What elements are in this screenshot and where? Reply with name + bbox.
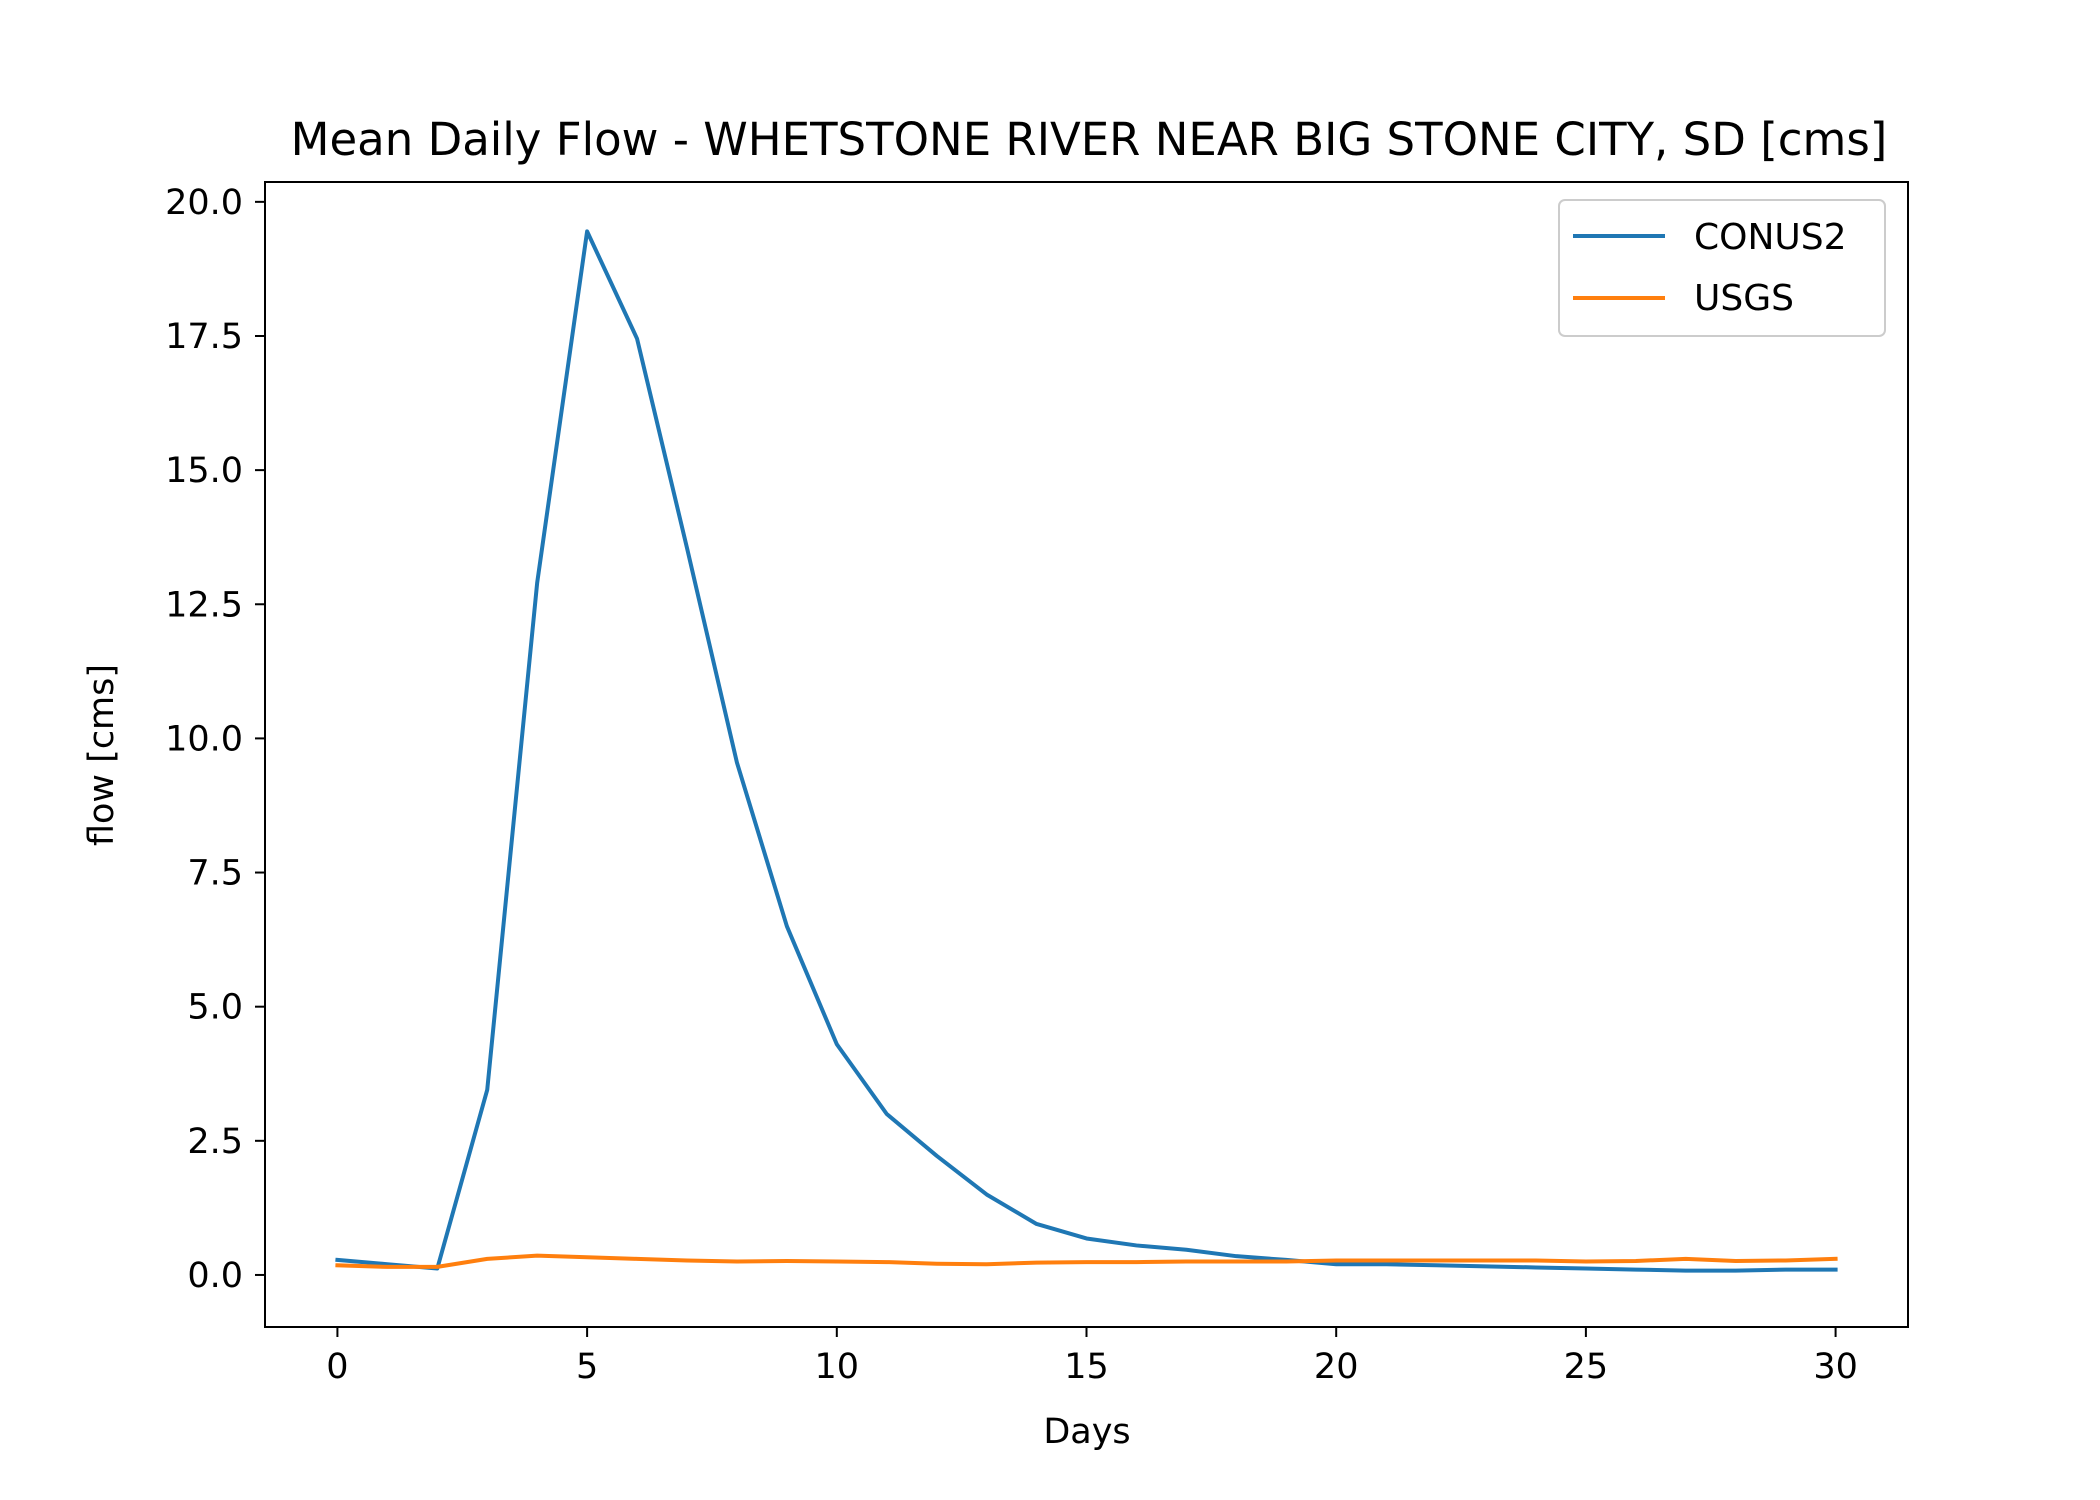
data-point-usgs-7 (685, 1258, 689, 1262)
data-point-conus2-23 (1484, 1264, 1488, 1268)
data-point-usgs-6 (635, 1257, 639, 1261)
data-point-usgs-22 (1434, 1258, 1438, 1262)
data-point-conus2-3 (485, 1088, 489, 1092)
data-point-conus2-20 (1334, 1262, 1338, 1266)
data-point-conus2-9 (785, 924, 789, 928)
data-point-usgs-3 (485, 1257, 489, 1261)
data-point-usgs-19 (1284, 1260, 1288, 1264)
data-point-usgs-24 (1534, 1258, 1538, 1262)
legend-label-usgs: USGS (1694, 278, 1794, 319)
data-point-conus2-29 (1784, 1268, 1788, 1272)
y-tick-label-5.0: 5.0 (187, 988, 243, 1028)
data-point-conus2-24 (1534, 1265, 1538, 1269)
data-point-conus2-0 (335, 1258, 339, 1262)
data-point-conus2-13 (985, 1192, 989, 1196)
x-axis-label: Days (1043, 1412, 1130, 1452)
data-point-conus2-27 (1684, 1269, 1688, 1273)
data-point-usgs-8 (735, 1260, 739, 1264)
data-point-usgs-4 (535, 1254, 539, 1258)
data-point-usgs-25 (1584, 1260, 1588, 1264)
y-tick-label-0.0: 0.0 (187, 1256, 243, 1296)
x-tick-label-0: 0 (326, 1347, 348, 1387)
series-line-conus2 (335, 229, 1838, 1273)
x-tick-label-20: 20 (1314, 1347, 1359, 1387)
data-point-usgs-11 (885, 1260, 889, 1264)
data-point-usgs-23 (1484, 1258, 1488, 1262)
data-point-conus2-5 (585, 229, 589, 233)
y-tick-label-17.5: 17.5 (165, 317, 243, 357)
x-tick-label-15: 15 (1064, 1347, 1109, 1387)
chart-title: Mean Daily Flow - WHETSTONE RIVER NEAR B… (291, 113, 1888, 166)
y-tick-label-10.0: 10.0 (165, 719, 243, 759)
data-point-conus2-26 (1634, 1268, 1638, 1272)
data-point-conus2-21 (1384, 1262, 1388, 1266)
data-point-usgs-26 (1634, 1259, 1638, 1263)
data-point-conus2-12 (935, 1154, 939, 1158)
data-point-conus2-17 (1184, 1248, 1188, 1252)
data-point-usgs-28 (1734, 1259, 1738, 1263)
x-tick-label-5: 5 (576, 1347, 598, 1387)
data-point-usgs-0 (335, 1263, 339, 1267)
data-point-usgs-1 (385, 1265, 389, 1269)
series-layer (335, 229, 1838, 1273)
x-tick-label-10: 10 (815, 1347, 860, 1387)
x-axis: 0 5 10 15 20 25 30 (326, 1327, 1858, 1387)
y-tick-label-20.0: 20.0 (165, 183, 243, 223)
data-point-usgs-17 (1184, 1260, 1188, 1264)
data-point-conus2-10 (835, 1042, 839, 1046)
data-point-usgs-12 (935, 1262, 939, 1266)
data-point-usgs-9 (785, 1259, 789, 1263)
data-point-conus2-4 (535, 581, 539, 585)
data-point-conus2-28 (1734, 1269, 1738, 1273)
data-point-conus2-22 (1434, 1263, 1438, 1267)
legend: CONUS2 USGS (1558, 199, 1886, 337)
data-point-usgs-29 (1784, 1258, 1788, 1262)
legend-label-conus2: CONUS2 (1694, 217, 1847, 258)
data-point-usgs-16 (1134, 1260, 1138, 1264)
data-point-usgs-27 (1684, 1257, 1688, 1261)
y-tick-label-12.5: 12.5 (165, 585, 243, 625)
y-tick-label-2.5: 2.5 (187, 1122, 243, 1162)
x-tick-label-25: 25 (1564, 1347, 1609, 1387)
data-point-usgs-21 (1384, 1258, 1388, 1262)
y-axis-label: flow [cms] (82, 664, 122, 846)
data-point-conus2-18 (1234, 1254, 1238, 1258)
y-axis: 0.0 2.5 5.0 7.5 10.0 12.5 15.0 17.5 20.0 (165, 183, 265, 1296)
data-point-usgs-15 (1085, 1260, 1089, 1264)
data-point-usgs-10 (835, 1260, 839, 1264)
data-point-conus2-25 (1584, 1267, 1588, 1271)
data-point-usgs-30 (1834, 1257, 1838, 1261)
data-point-conus2-30 (1834, 1268, 1838, 1272)
data-point-conus2-16 (1134, 1243, 1138, 1247)
data-point-conus2-7 (685, 546, 689, 550)
data-point-conus2-11 (885, 1112, 889, 1116)
data-point-usgs-20 (1334, 1258, 1338, 1262)
y-tick-label-15.0: 15.0 (165, 451, 243, 491)
data-point-usgs-18 (1234, 1260, 1238, 1264)
data-point-usgs-5 (585, 1255, 589, 1259)
data-point-conus2-6 (635, 337, 639, 341)
data-point-conus2-15 (1085, 1236, 1089, 1240)
data-point-usgs-14 (1035, 1261, 1039, 1265)
x-tick-label-30: 30 (1813, 1347, 1858, 1387)
y-tick-label-7.5: 7.5 (187, 854, 243, 894)
data-point-conus2-14 (1035, 1222, 1039, 1226)
data-point-usgs-13 (985, 1262, 989, 1266)
data-point-conus2-8 (735, 761, 739, 765)
data-point-usgs-2 (435, 1265, 439, 1269)
series-line-usgs (335, 1253, 1838, 1269)
